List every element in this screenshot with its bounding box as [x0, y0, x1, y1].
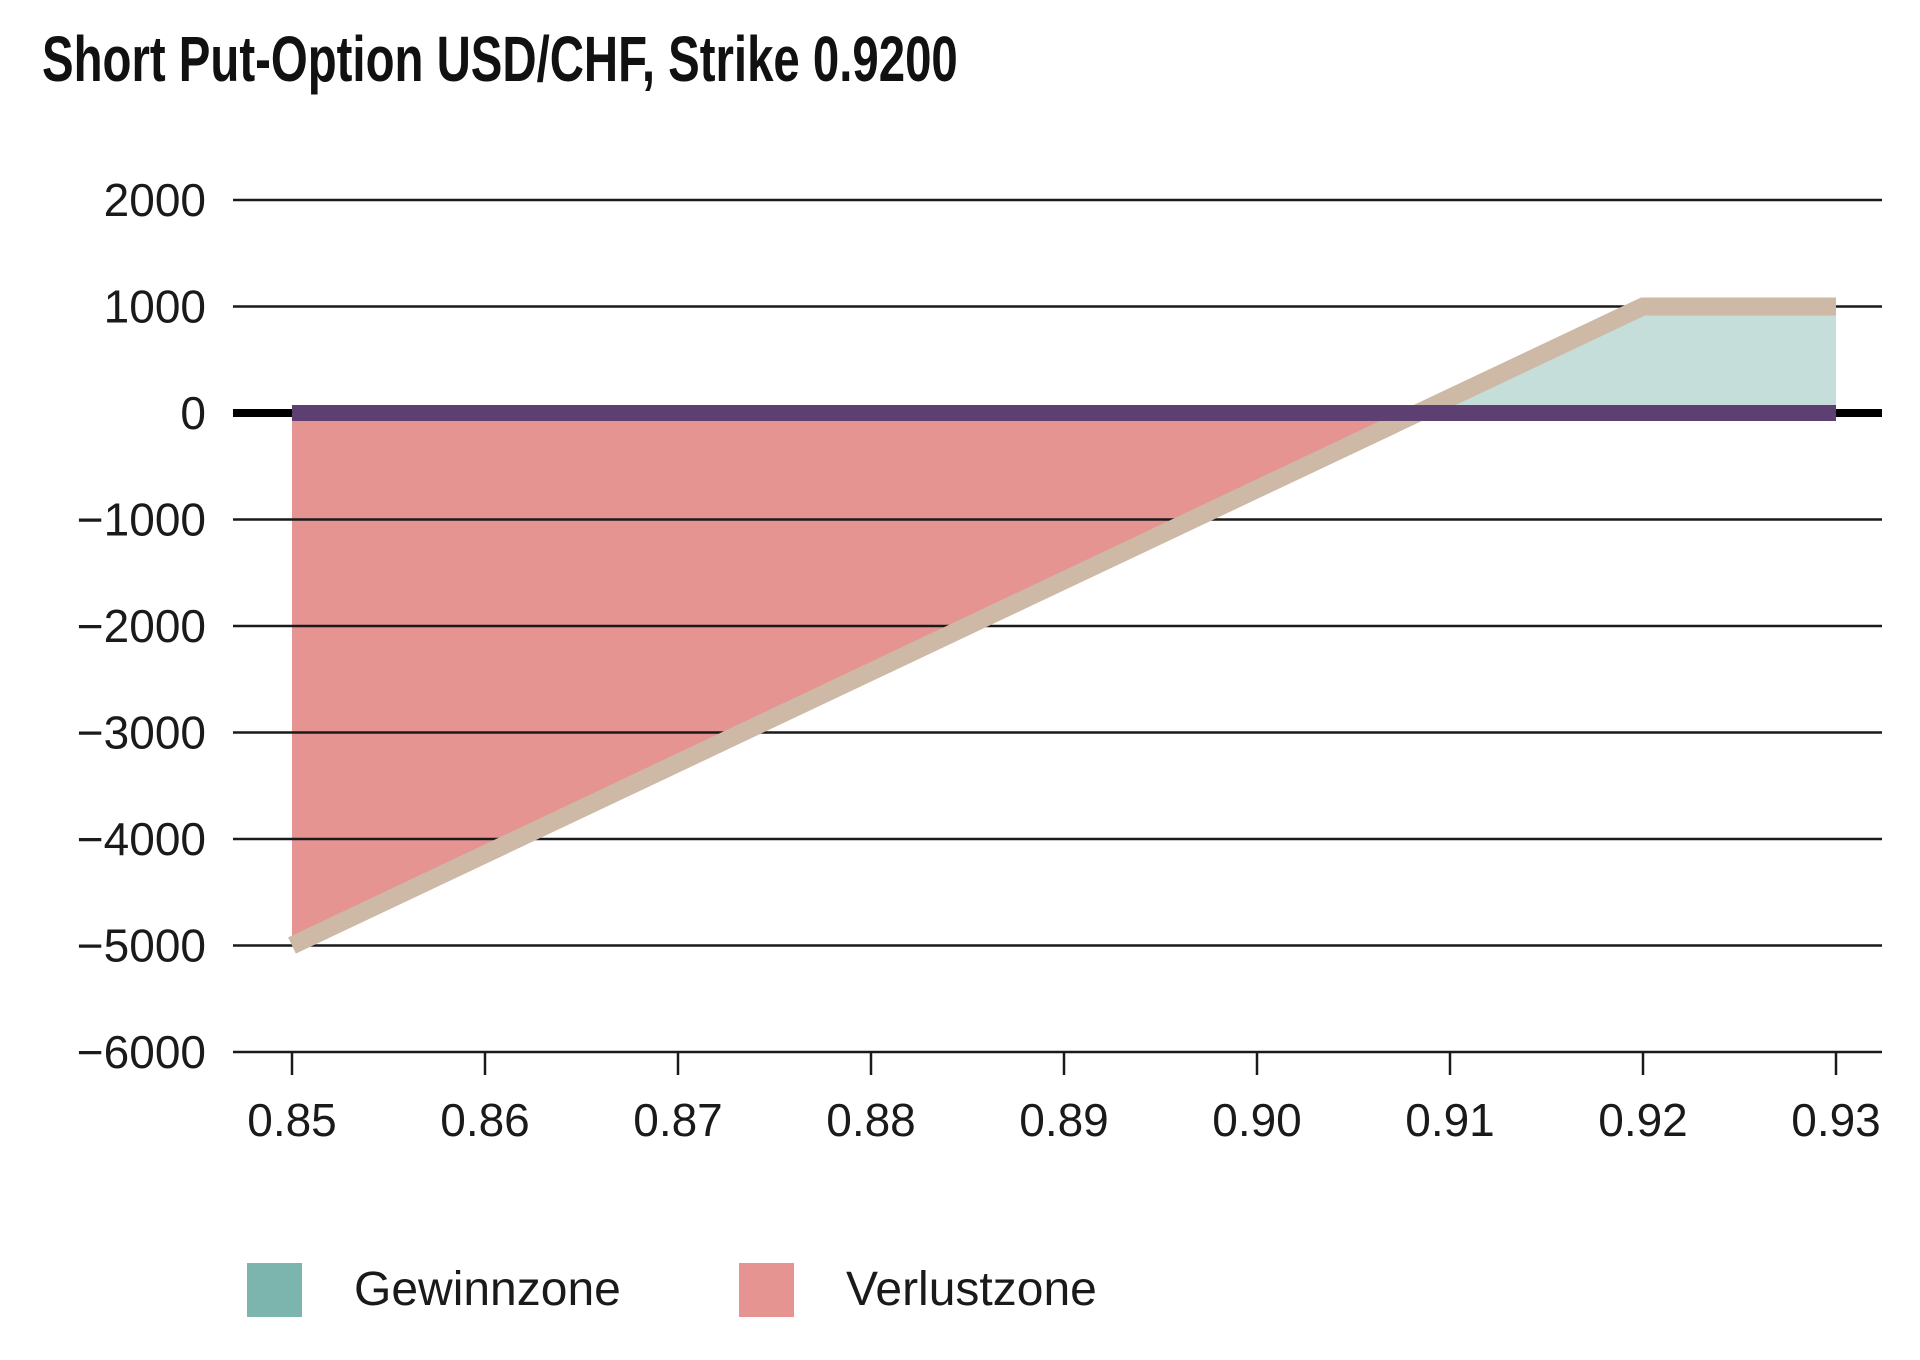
x-tick-label: 0.87 — [633, 1094, 723, 1146]
y-tick-label: 1000 — [104, 281, 206, 333]
gewinnzone-swatch — [247, 1263, 302, 1317]
x-tick-label: 0.90 — [1212, 1094, 1302, 1146]
legend-item-gewinnzone: Gewinnzone — [247, 1263, 621, 1317]
x-tick-label: 0.89 — [1019, 1094, 1109, 1146]
y-tick-label: −2000 — [77, 600, 206, 652]
chart-legend: Gewinnzone Verlustzone — [0, 1263, 1920, 1323]
y-tick-label: −3000 — [77, 707, 206, 759]
y-tick-label: −5000 — [77, 920, 206, 972]
gain-area — [1417, 306, 1836, 413]
legend-label-gewinnzone: Gewinnzone — [354, 1263, 621, 1316]
legend-label-verlustzone: Verlustzone — [846, 1263, 1097, 1316]
payoff-line — [288, 297, 1836, 954]
legend-item-verlustzone: Verlustzone — [739, 1263, 1097, 1317]
x-tick-label: 0.86 — [440, 1094, 530, 1146]
chart-title: Short Put-Option USD/CHF, Strike 0.9200 — [42, 23, 958, 95]
y-tick-label: 0 — [180, 387, 206, 439]
x-tick-label: 0.88 — [826, 1094, 916, 1146]
x-tick-label: 0.85 — [247, 1094, 337, 1146]
x-tick-label: 0.92 — [1598, 1094, 1688, 1146]
y-tick-label: 2000 — [104, 174, 206, 226]
y-tick-label: −4000 — [77, 813, 206, 865]
y-tick-label: −1000 — [77, 494, 206, 546]
x-tick-label: 0.93 — [1791, 1094, 1881, 1146]
y-tick-label: −6000 — [77, 1026, 206, 1078]
x-tick-label: 0.91 — [1405, 1094, 1495, 1146]
verlustzone-swatch — [739, 1263, 794, 1317]
